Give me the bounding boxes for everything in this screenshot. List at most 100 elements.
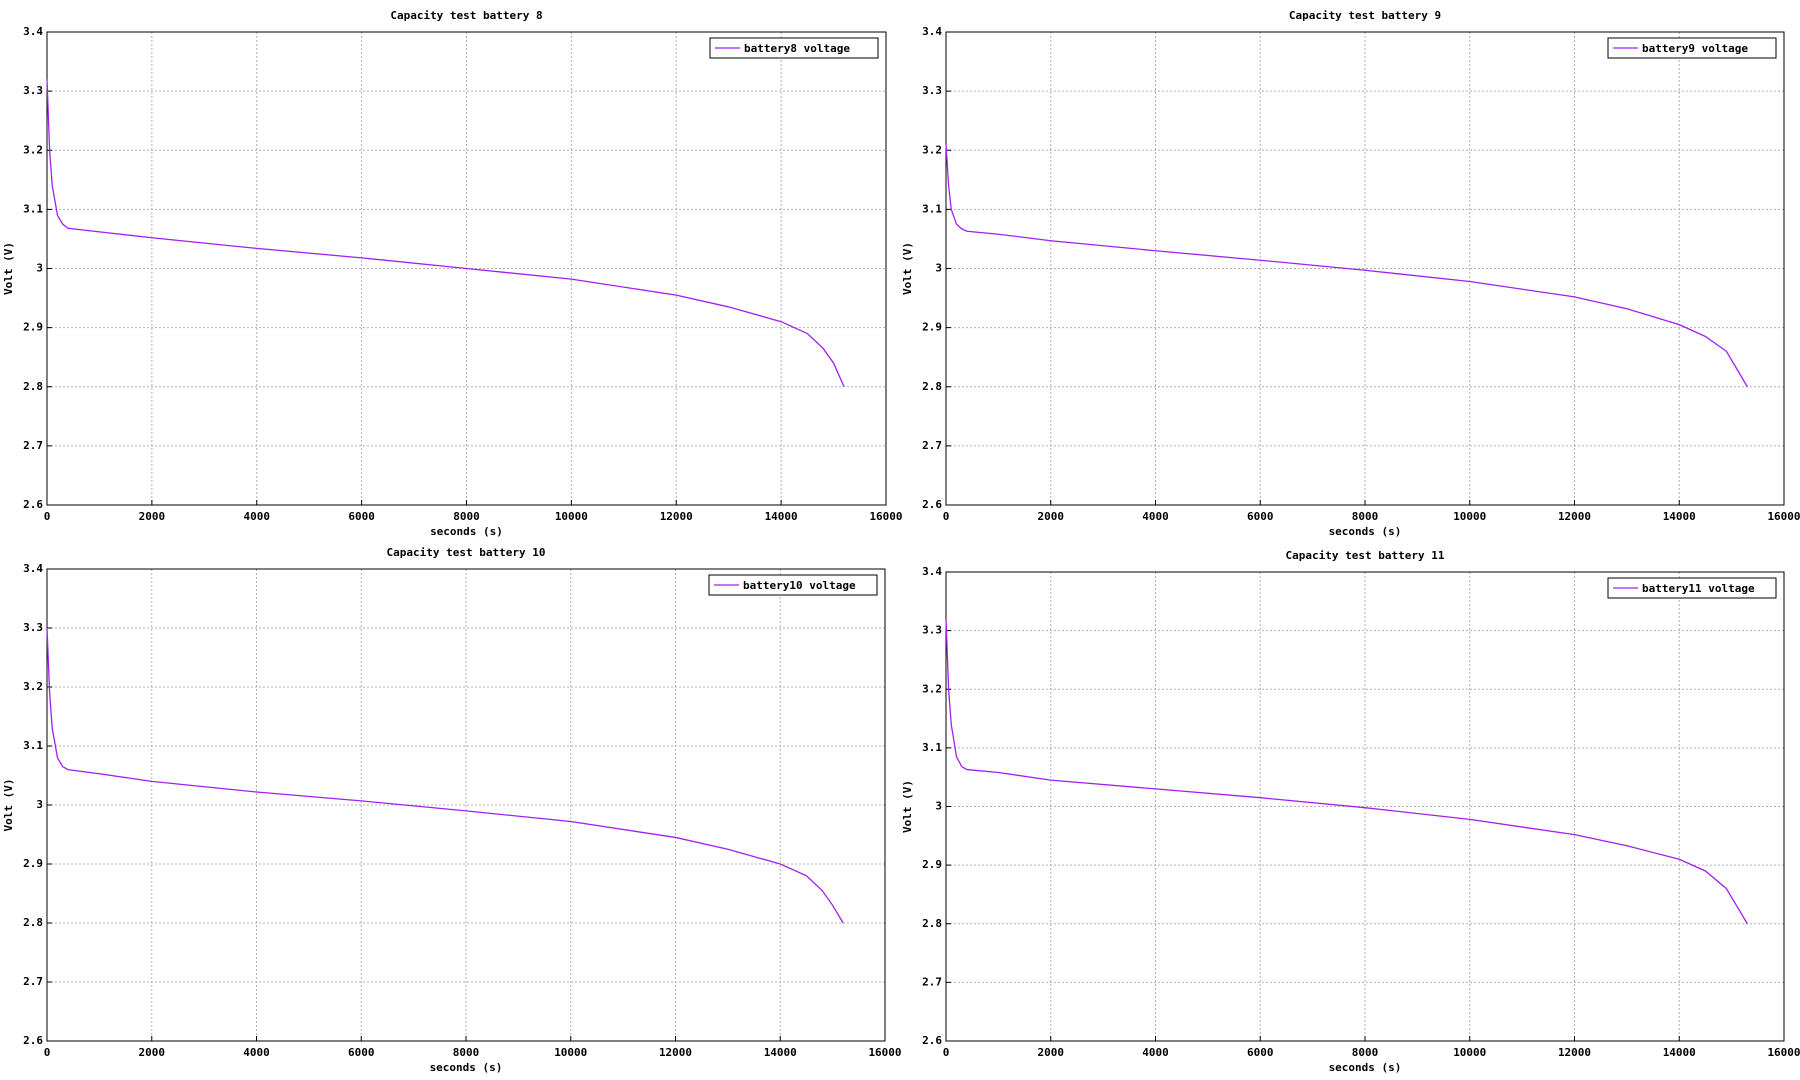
x-tick-label: 10000 [1453, 1046, 1486, 1059]
x-tick-label: 6000 [348, 510, 375, 523]
y-axis-label: Volt (V) [901, 780, 914, 833]
legend-label: battery9 voltage [1642, 42, 1748, 55]
y-tick-label: 2.7 [922, 439, 942, 452]
legend-label: battery10 voltage [743, 579, 856, 592]
x-tick-label: 0 [943, 1046, 950, 1059]
x-tick-label: 14000 [1663, 510, 1696, 523]
y-tick-label: 2.6 [23, 498, 43, 511]
x-axis-label: seconds (s) [430, 525, 503, 538]
x-tick-label: 0 [943, 510, 950, 523]
x-tick-label: 2000 [1038, 1046, 1065, 1059]
x-axis-label: seconds (s) [1329, 525, 1402, 538]
x-tick-label: 4000 [244, 510, 271, 523]
plot-frame [46, 31, 887, 506]
x-tick-label: 4000 [243, 1046, 270, 1059]
x-tick-label: 8000 [1352, 1046, 1379, 1059]
x-tick-label: 0 [44, 1046, 51, 1059]
y-tick-label: 2.8 [922, 380, 942, 393]
chart-title: Capacity test battery 11 [1286, 549, 1445, 562]
y-tick-label: 3.3 [922, 624, 942, 637]
y-tick-label: 3.3 [922, 84, 942, 97]
y-tick-label: 2.8 [922, 917, 942, 930]
y-tick-label: 3.4 [23, 25, 43, 38]
x-tick-label: 14000 [1663, 1046, 1696, 1059]
y-tick-label: 3.2 [922, 143, 942, 156]
legend-box [708, 574, 878, 596]
y-axis-label: Volt (V) [901, 242, 914, 295]
x-axis-label: seconds (s) [430, 1061, 503, 1074]
y-tick-label: 3.1 [23, 739, 43, 752]
chart-panel: 0 2000 4000 6000 8000 10000 12000 14000 16000 2.6… [901, 549, 1800, 1074]
y-tick-label: 3.1 [922, 202, 942, 215]
plot-frame [945, 31, 1785, 506]
voltage-line [46, 79, 845, 388]
y-tick-label: 2.7 [922, 975, 942, 988]
voltage-line [945, 144, 1748, 388]
y-tick-label: 2.7 [23, 439, 43, 452]
chart-title: Capacity test battery 8 [390, 9, 542, 22]
chart-title: Capacity test battery 10 [387, 546, 546, 559]
y-tick-label: 2.6 [23, 1034, 43, 1047]
chart-panel: 0 2000 4000 6000 8000 10000 12000 14000 16000 2.6… [901, 9, 1800, 538]
x-tick-label: 4000 [1142, 510, 1169, 523]
x-tick-label: 16000 [1767, 1046, 1800, 1059]
y-tick-label: 3.3 [23, 621, 43, 634]
x-tick-label: 10000 [1453, 510, 1486, 523]
x-tick-label: 2000 [139, 510, 166, 523]
x-tick-label: 0 [44, 510, 51, 523]
y-tick-label: 2.8 [23, 380, 43, 393]
y-tick-label: 3.1 [23, 202, 43, 215]
y-tick-label: 3.3 [23, 84, 43, 97]
y-tick-label: 3 [935, 800, 942, 813]
x-tick-label: 12000 [1558, 1046, 1591, 1059]
chart-panel: 0 2000 4000 6000 8000 10000 12000 14000 16000 2.6… [2, 9, 903, 538]
x-tick-label: 8000 [453, 510, 480, 523]
y-tick-label: 2.9 [922, 321, 942, 334]
legend-box [1607, 577, 1777, 599]
plot-frame [46, 568, 886, 1042]
x-tick-label: 8000 [1352, 510, 1379, 523]
y-tick-label: 3.4 [922, 25, 942, 38]
y-tick-label: 2.8 [23, 916, 43, 929]
y-tick-label: 2.6 [922, 1034, 942, 1047]
x-tick-label: 10000 [555, 510, 588, 523]
voltage-line [46, 627, 844, 924]
y-tick-label: 2.9 [23, 321, 43, 334]
x-tick-label: 16000 [869, 510, 902, 523]
x-tick-label: 14000 [764, 1046, 797, 1059]
legend-box [1607, 37, 1777, 59]
legend-box [709, 37, 879, 59]
x-tick-label: 4000 [1142, 1046, 1169, 1059]
x-tick-label: 12000 [660, 510, 693, 523]
voltage-line [945, 618, 1748, 925]
y-tick-label: 2.7 [23, 975, 43, 988]
chart-title: Capacity test battery 9 [1289, 9, 1441, 22]
x-axis-label: seconds (s) [1329, 1061, 1402, 1074]
x-tick-label: 12000 [659, 1046, 692, 1059]
plot-frame [945, 571, 1785, 1042]
y-tick-label: 3.4 [922, 565, 942, 578]
x-tick-label: 12000 [1558, 510, 1591, 523]
x-tick-label: 6000 [348, 1046, 375, 1059]
y-tick-label: 3 [935, 262, 942, 275]
y-tick-label: 2.6 [922, 498, 942, 511]
x-tick-label: 6000 [1247, 510, 1274, 523]
y-tick-label: 2.9 [922, 858, 942, 871]
legend-label: battery11 voltage [1642, 582, 1755, 595]
y-tick-label: 3.4 [23, 562, 43, 575]
y-tick-label: 3 [36, 262, 43, 275]
y-tick-label: 3.2 [922, 682, 942, 695]
y-tick-label: 3.2 [23, 143, 43, 156]
y-tick-label: 2.9 [23, 857, 43, 870]
x-tick-label: 2000 [139, 1046, 166, 1059]
y-axis-label: Volt (V) [2, 779, 15, 832]
y-tick-label: 3 [36, 798, 43, 811]
x-tick-label: 16000 [868, 1046, 901, 1059]
y-tick-label: 3.1 [922, 741, 942, 754]
x-tick-label: 2000 [1038, 510, 1065, 523]
x-tick-label: 8000 [453, 1046, 480, 1059]
x-tick-label: 14000 [765, 510, 798, 523]
x-tick-label: 16000 [1767, 510, 1800, 523]
x-tick-label: 10000 [554, 1046, 587, 1059]
y-tick-label: 3.2 [23, 680, 43, 693]
